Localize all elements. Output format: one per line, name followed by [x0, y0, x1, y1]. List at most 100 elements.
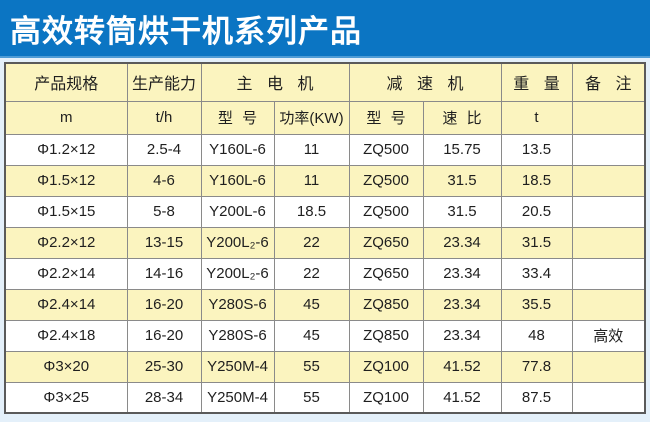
capacity-cell: 13-15	[126, 226, 202, 259]
table-row: Φ1.5×15 5-8 Y200L-6 18.5 ZQ500 31.5 20.5	[4, 195, 646, 228]
header-unit-row: m t/h 型 号 功率(KW) 型 号 速 比 t	[4, 100, 646, 135]
motor-power-cell: 55	[273, 350, 350, 383]
motor-model-cell: Y280S-6	[200, 288, 275, 321]
weight-cell: 20.5	[500, 195, 573, 228]
note-cell	[571, 257, 646, 290]
unit-motor-model: 型 号	[200, 100, 275, 135]
note-cell	[571, 133, 646, 166]
weight-cell: 31.5	[500, 226, 573, 259]
note-cell	[571, 195, 646, 228]
col-header-capacity: 生产能力	[126, 62, 202, 102]
unit-spec: m	[4, 100, 128, 135]
reducer-model-cell: ZQ850	[348, 288, 424, 321]
motor-model-cell: Y200L₂-6	[200, 226, 275, 259]
spec-cell: Φ1.5×12	[4, 164, 128, 197]
motor-model-cell: Y200L₂-6	[200, 257, 275, 290]
col-header-note: 备 注	[571, 62, 646, 102]
motor-power-cell: 18.5	[273, 195, 350, 228]
reducer-model-cell: ZQ500	[348, 164, 424, 197]
motor-model-cell: Y200L-6	[200, 195, 275, 228]
motor-model-cell: Y250M-4	[200, 350, 275, 383]
reducer-model-cell: ZQ500	[348, 195, 424, 228]
spec-cell: Φ2.4×18	[4, 319, 128, 352]
unit-note	[571, 100, 646, 135]
reducer-ratio-cell: 15.75	[422, 133, 502, 166]
weight-cell: 33.4	[500, 257, 573, 290]
header-group-row: 产品规格 生产能力 主 电 机 减 速 机 重 量 备 注	[4, 62, 646, 102]
unit-motor-power: 功率(KW)	[273, 100, 350, 135]
reducer-model-cell: ZQ650	[348, 226, 424, 259]
spec-cell: Φ3×20	[4, 350, 128, 383]
note-cell	[571, 350, 646, 383]
motor-model-cell: Y160L-6	[200, 164, 275, 197]
table-row: Φ2.4×18 16-20 Y280S-6 45 ZQ850 23.34 48 高效	[4, 319, 646, 352]
capacity-cell: 16-20	[126, 319, 202, 352]
title-banner: 高效转筒烘干机系列产品	[0, 0, 650, 58]
reducer-ratio-cell: 41.52	[422, 381, 502, 414]
col-header-weight: 重 量	[500, 62, 573, 102]
reducer-model-cell: ZQ500	[348, 133, 424, 166]
weight-cell: 48	[500, 319, 573, 352]
col-header-spec: 产品规格	[4, 62, 128, 102]
table-row: Φ2.4×14 16-20 Y280S-6 45 ZQ850 23.34 35.5	[4, 288, 646, 321]
reducer-ratio-cell: 23.34	[422, 257, 502, 290]
table-row: Φ2.2×12 13-15 Y200L₂-6 22 ZQ650 23.34 31.5	[4, 226, 646, 259]
motor-power-cell: 11	[273, 133, 350, 166]
motor-power-cell: 11	[273, 164, 350, 197]
reducer-ratio-cell: 23.34	[422, 288, 502, 321]
motor-model-cell: Y250M-4	[200, 381, 275, 414]
capacity-cell: 4-6	[126, 164, 202, 197]
note-cell: 高效	[571, 319, 646, 352]
note-cell	[571, 164, 646, 197]
motor-model-cell: Y160L-6	[200, 133, 275, 166]
note-cell	[571, 288, 646, 321]
motor-power-cell: 45	[273, 288, 350, 321]
capacity-cell: 16-20	[126, 288, 202, 321]
reducer-ratio-cell: 31.5	[422, 195, 502, 228]
reducer-model-cell: ZQ100	[348, 350, 424, 383]
capacity-cell: 28-34	[126, 381, 202, 414]
motor-power-cell: 45	[273, 319, 350, 352]
spec-cell: Φ2.2×14	[4, 257, 128, 290]
spec-cell: Φ2.4×14	[4, 288, 128, 321]
page-title: 高效转筒烘干机系列产品	[10, 13, 362, 49]
capacity-cell: 5-8	[126, 195, 202, 228]
col-header-main-motor: 主 电 机	[200, 62, 350, 102]
weight-cell: 35.5	[500, 288, 573, 321]
unit-capacity: t/h	[126, 100, 202, 135]
capacity-cell: 2.5-4	[126, 133, 202, 166]
motor-power-cell: 22	[273, 226, 350, 259]
note-cell	[571, 226, 646, 259]
weight-cell: 13.5	[500, 133, 573, 166]
weight-cell: 77.8	[500, 350, 573, 383]
reducer-ratio-cell: 23.34	[422, 319, 502, 352]
motor-power-cell: 22	[273, 257, 350, 290]
reducer-ratio-cell: 31.5	[422, 164, 502, 197]
note-cell	[571, 381, 646, 414]
weight-cell: 18.5	[500, 164, 573, 197]
table-body: Φ1.2×12 2.5-4 Y160L-6 11 ZQ500 15.75 13.5 Φ1.5×…	[4, 133, 646, 414]
spec-cell: Φ1.5×15	[4, 195, 128, 228]
spec-cell: Φ3×25	[4, 381, 128, 414]
table-row: Φ2.2×14 14-16 Y200L₂-6 22 ZQ650 23.34 33.4	[4, 257, 646, 290]
reducer-model-cell: ZQ650	[348, 257, 424, 290]
capacity-cell: 14-16	[126, 257, 202, 290]
reducer-ratio-cell: 23.34	[422, 226, 502, 259]
reducer-model-cell: ZQ850	[348, 319, 424, 352]
table-row: Φ1.5×12 4-6 Y160L-6 11 ZQ500 31.5 18.5	[4, 164, 646, 197]
table-row: Φ3×20 25-30 Y250M-4 55 ZQ100 41.52 77.8	[4, 350, 646, 383]
reducer-model-cell: ZQ100	[348, 381, 424, 414]
table-row: Φ3×25 28-34 Y250M-4 55 ZQ100 41.52 87.5	[4, 381, 646, 414]
col-header-reducer: 减 速 机	[348, 62, 502, 102]
capacity-cell: 25-30	[126, 350, 202, 383]
weight-cell: 87.5	[500, 381, 573, 414]
motor-model-cell: Y280S-6	[200, 319, 275, 352]
table-row: Φ1.2×12 2.5-4 Y160L-6 11 ZQ500 15.75 13.5	[4, 133, 646, 166]
unit-reducer-ratio: 速 比	[422, 100, 502, 135]
product-spec-table: 产品规格 生产能力 主 电 机 减 速 机 重 量 备 注 m t/h 型 号 …	[4, 62, 646, 414]
spec-cell: Φ2.2×12	[4, 226, 128, 259]
unit-weight: t	[500, 100, 573, 135]
reducer-ratio-cell: 41.52	[422, 350, 502, 383]
unit-reducer-model: 型 号	[348, 100, 424, 135]
